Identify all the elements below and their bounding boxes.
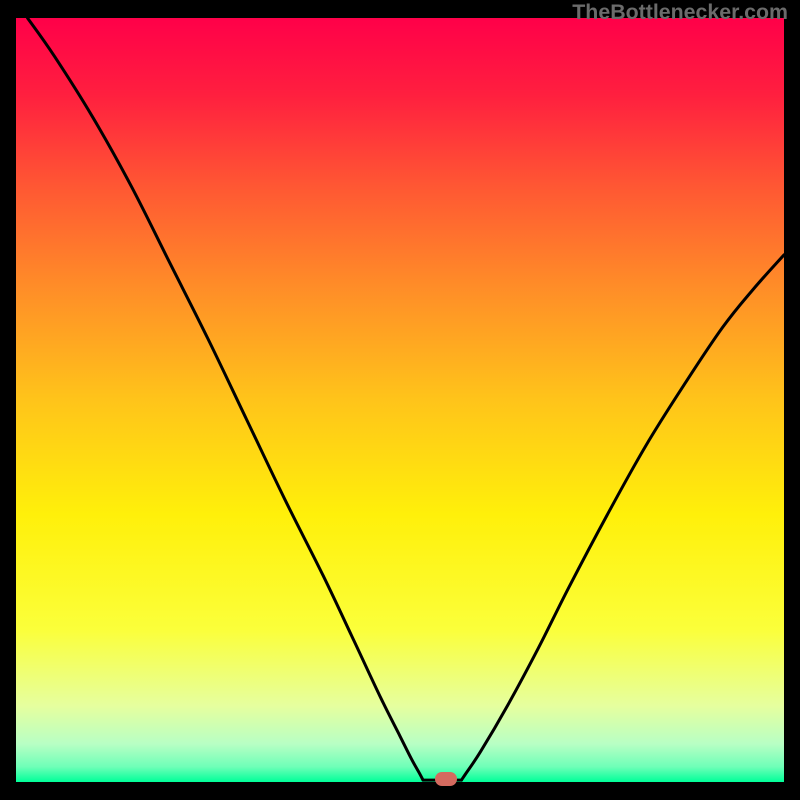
watermark-text: TheBottlenecker.com	[572, 0, 788, 25]
curve-left-branch	[28, 18, 424, 780]
plot-area	[16, 18, 784, 782]
optimum-marker	[435, 772, 457, 786]
curve-right-branch	[461, 255, 784, 780]
bottleneck-curve	[16, 18, 784, 782]
chart-canvas: TheBottlenecker.com	[0, 0, 800, 800]
